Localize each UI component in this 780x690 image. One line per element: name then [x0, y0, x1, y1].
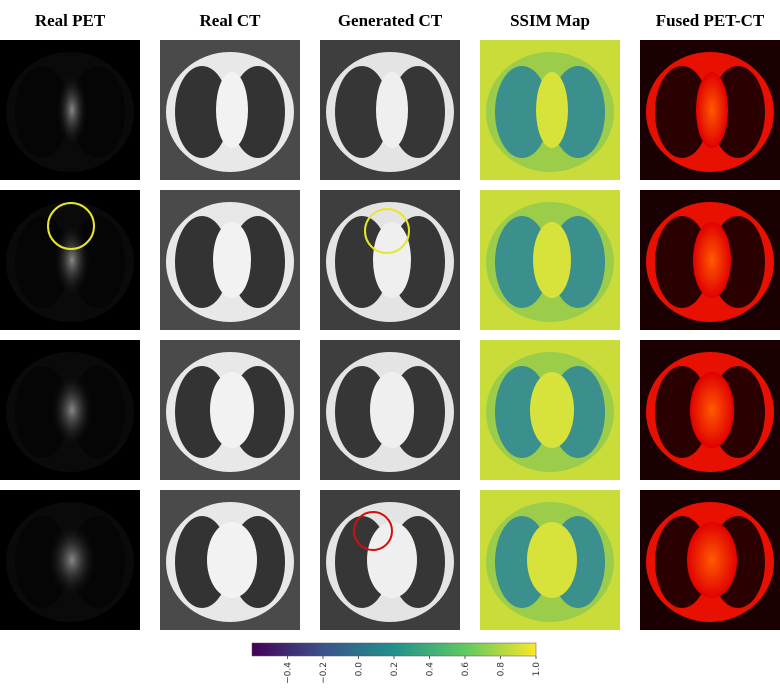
mediastinum — [50, 372, 94, 448]
mediastinum — [530, 372, 574, 448]
image-panel — [320, 490, 460, 630]
image-panel — [640, 40, 780, 180]
image-panel — [480, 340, 620, 480]
image-panel — [160, 190, 300, 330]
mediastinum — [47, 522, 97, 598]
left-lung — [15, 66, 69, 158]
colorbar-tick-label: 0.2 — [390, 662, 400, 676]
image-panel — [640, 490, 780, 630]
image-panel — [320, 190, 460, 330]
image-panel — [480, 190, 620, 330]
colorbar-tick-label: 0.4 — [426, 662, 436, 677]
colorbar-tick-label: 0.8 — [497, 662, 507, 677]
mediastinum — [527, 522, 577, 598]
image-panel — [640, 190, 780, 330]
colorbar-tick-label: 1.0 — [532, 662, 542, 677]
mediastinum — [687, 522, 737, 598]
image-panel — [480, 40, 620, 180]
image-panel — [0, 490, 140, 630]
left-lung — [15, 216, 69, 308]
annotation-circle — [353, 511, 393, 551]
mediastinum — [53, 222, 91, 298]
left-lung — [655, 66, 709, 158]
column-header: Real CT — [200, 11, 262, 30]
mediastinum — [693, 222, 731, 298]
column-header: Real PET — [35, 11, 106, 30]
mediastinum — [213, 222, 251, 298]
mediastinum — [373, 222, 411, 298]
left-lung — [175, 66, 229, 158]
mediastinum — [370, 372, 414, 448]
mediastinum — [210, 372, 254, 448]
left-lung — [335, 216, 389, 308]
annotation-circle — [364, 208, 410, 254]
annotation-circle — [47, 202, 95, 250]
colorbar-tick-label: 0.6 — [461, 662, 471, 677]
column-header: Fused PET-CT — [656, 11, 765, 30]
mediastinum — [690, 372, 734, 448]
image-panel — [320, 40, 460, 180]
image-panel — [160, 40, 300, 180]
mediastinum — [216, 72, 248, 148]
mediastinum — [536, 72, 568, 148]
image-panel — [0, 190, 140, 330]
mediastinum — [696, 72, 728, 148]
left-lung — [495, 66, 549, 158]
image-panel — [0, 340, 140, 480]
image-panel — [480, 490, 620, 630]
colorbar-tick-label: −0.4 — [284, 662, 294, 684]
image-panel — [640, 340, 780, 480]
mediastinum — [207, 522, 257, 598]
left-lung — [655, 216, 709, 308]
mediastinum — [376, 72, 408, 148]
colorbar-tick-label: 0.0 — [355, 662, 365, 677]
left-lung — [495, 216, 549, 308]
column-header: SSIM Map — [510, 11, 590, 30]
left-lung — [175, 216, 229, 308]
mediastinum — [367, 522, 417, 598]
column-header: Generated CT — [338, 11, 443, 30]
image-panel — [0, 40, 140, 180]
image-panel — [320, 340, 460, 480]
colorbar — [251, 642, 537, 657]
mediastinum — [533, 222, 571, 298]
mediastinum — [56, 72, 88, 148]
image-panel — [160, 490, 300, 630]
left-lung — [335, 66, 389, 158]
image-panel — [160, 340, 300, 480]
colorbar-tick-label: −0.2 — [319, 662, 329, 684]
